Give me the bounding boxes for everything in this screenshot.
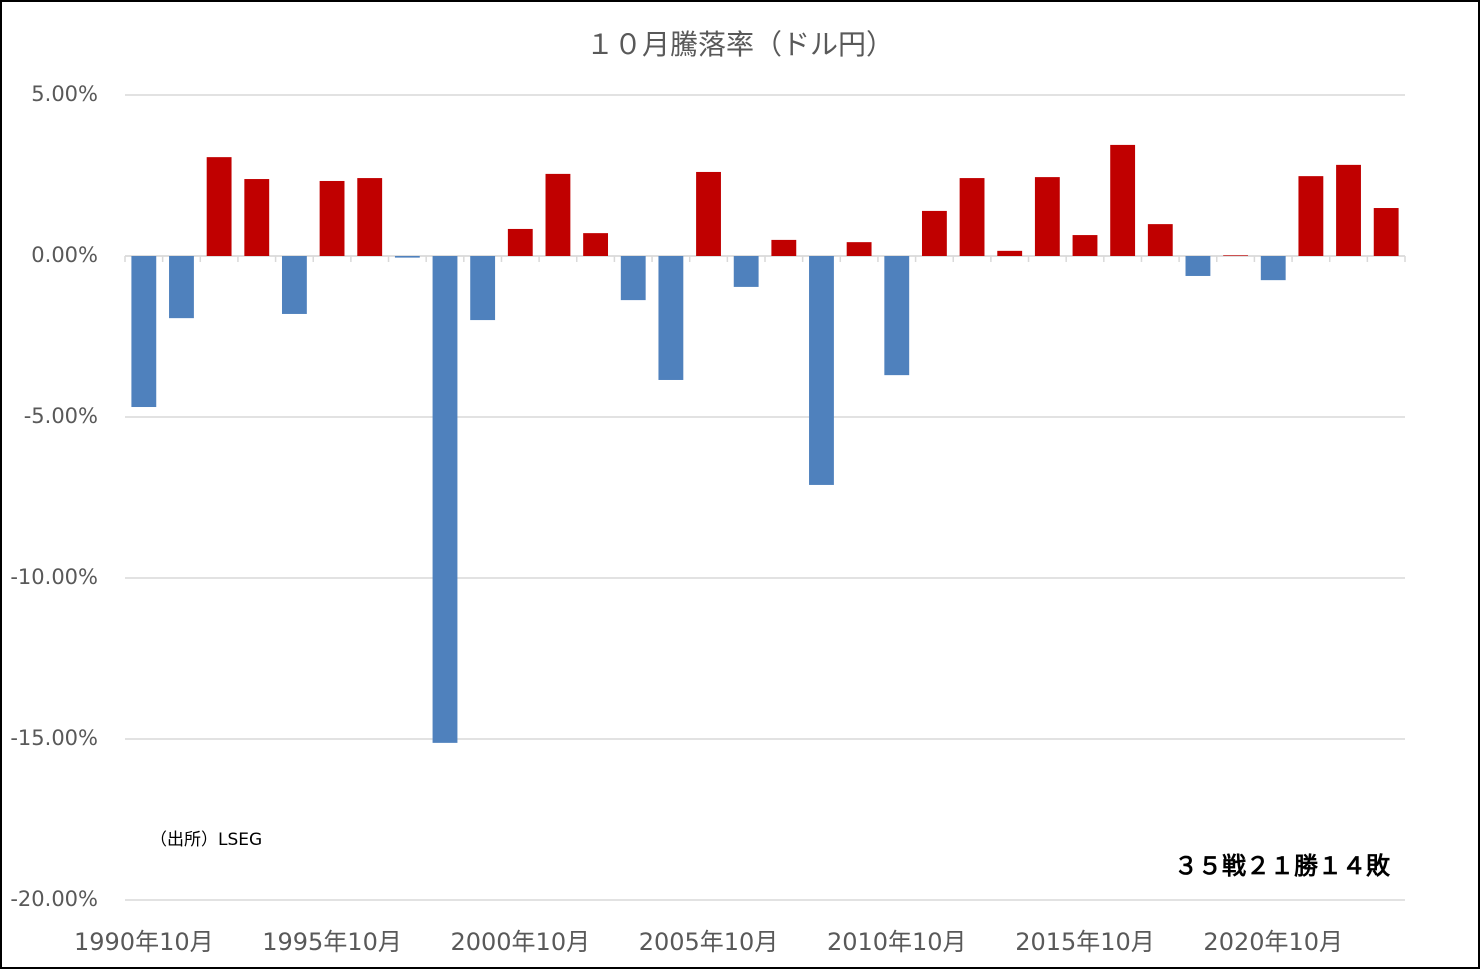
bar bbox=[244, 179, 270, 256]
bar bbox=[921, 210, 947, 256]
bar bbox=[281, 256, 307, 314]
bar bbox=[1336, 164, 1361, 256]
x-tick-label: 2020年10月 bbox=[1203, 928, 1343, 956]
source-note: （出所）LSEG bbox=[150, 830, 262, 850]
bar bbox=[846, 242, 872, 256]
x-tick-label: 2000年10月 bbox=[450, 928, 590, 956]
bar bbox=[357, 178, 383, 256]
bar bbox=[696, 171, 721, 256]
bar bbox=[507, 228, 533, 256]
y-tick-label: -15.00% bbox=[10, 726, 98, 750]
y-tick-label: 0.00% bbox=[31, 243, 98, 267]
record-note: ３５戦２１勝１４敗 bbox=[1174, 852, 1391, 880]
x-tick-label: 2005年10月 bbox=[639, 928, 779, 956]
bar bbox=[169, 256, 194, 319]
x-tick-label: 2015年10月 bbox=[1015, 928, 1155, 956]
x-tick-label: 2010年10月 bbox=[827, 928, 967, 956]
chart-title: １０月騰落率（ドル円） bbox=[586, 28, 894, 61]
bar bbox=[884, 256, 910, 376]
bar bbox=[583, 233, 609, 256]
bar bbox=[1185, 256, 1211, 276]
bar bbox=[1260, 256, 1286, 281]
bar bbox=[1110, 144, 1136, 256]
bar bbox=[131, 256, 157, 408]
y-tick-label: -10.00% bbox=[10, 565, 98, 589]
bar bbox=[1298, 176, 1324, 256]
bar bbox=[1147, 224, 1173, 256]
bar bbox=[809, 256, 834, 485]
x-tick-label: 1990年10月 bbox=[74, 928, 214, 956]
bar bbox=[432, 256, 458, 743]
bar bbox=[658, 256, 684, 380]
bar bbox=[733, 256, 759, 287]
bar bbox=[319, 180, 345, 256]
bar bbox=[545, 173, 571, 256]
bar bbox=[1373, 208, 1399, 256]
bar bbox=[997, 250, 1023, 256]
y-tick-label: 5.00% bbox=[31, 82, 98, 106]
bar bbox=[620, 256, 646, 301]
bar bbox=[771, 239, 797, 256]
bar bbox=[470, 256, 496, 321]
bar bbox=[206, 157, 232, 256]
y-tick-label: -5.00% bbox=[24, 404, 98, 428]
bar bbox=[394, 256, 420, 258]
bar bbox=[959, 178, 985, 256]
bar bbox=[1223, 255, 1249, 256]
x-tick-label: 1995年10月 bbox=[262, 928, 402, 956]
y-tick-label: -20.00% bbox=[10, 887, 98, 911]
bar bbox=[1072, 235, 1098, 256]
bar bbox=[1034, 177, 1060, 256]
